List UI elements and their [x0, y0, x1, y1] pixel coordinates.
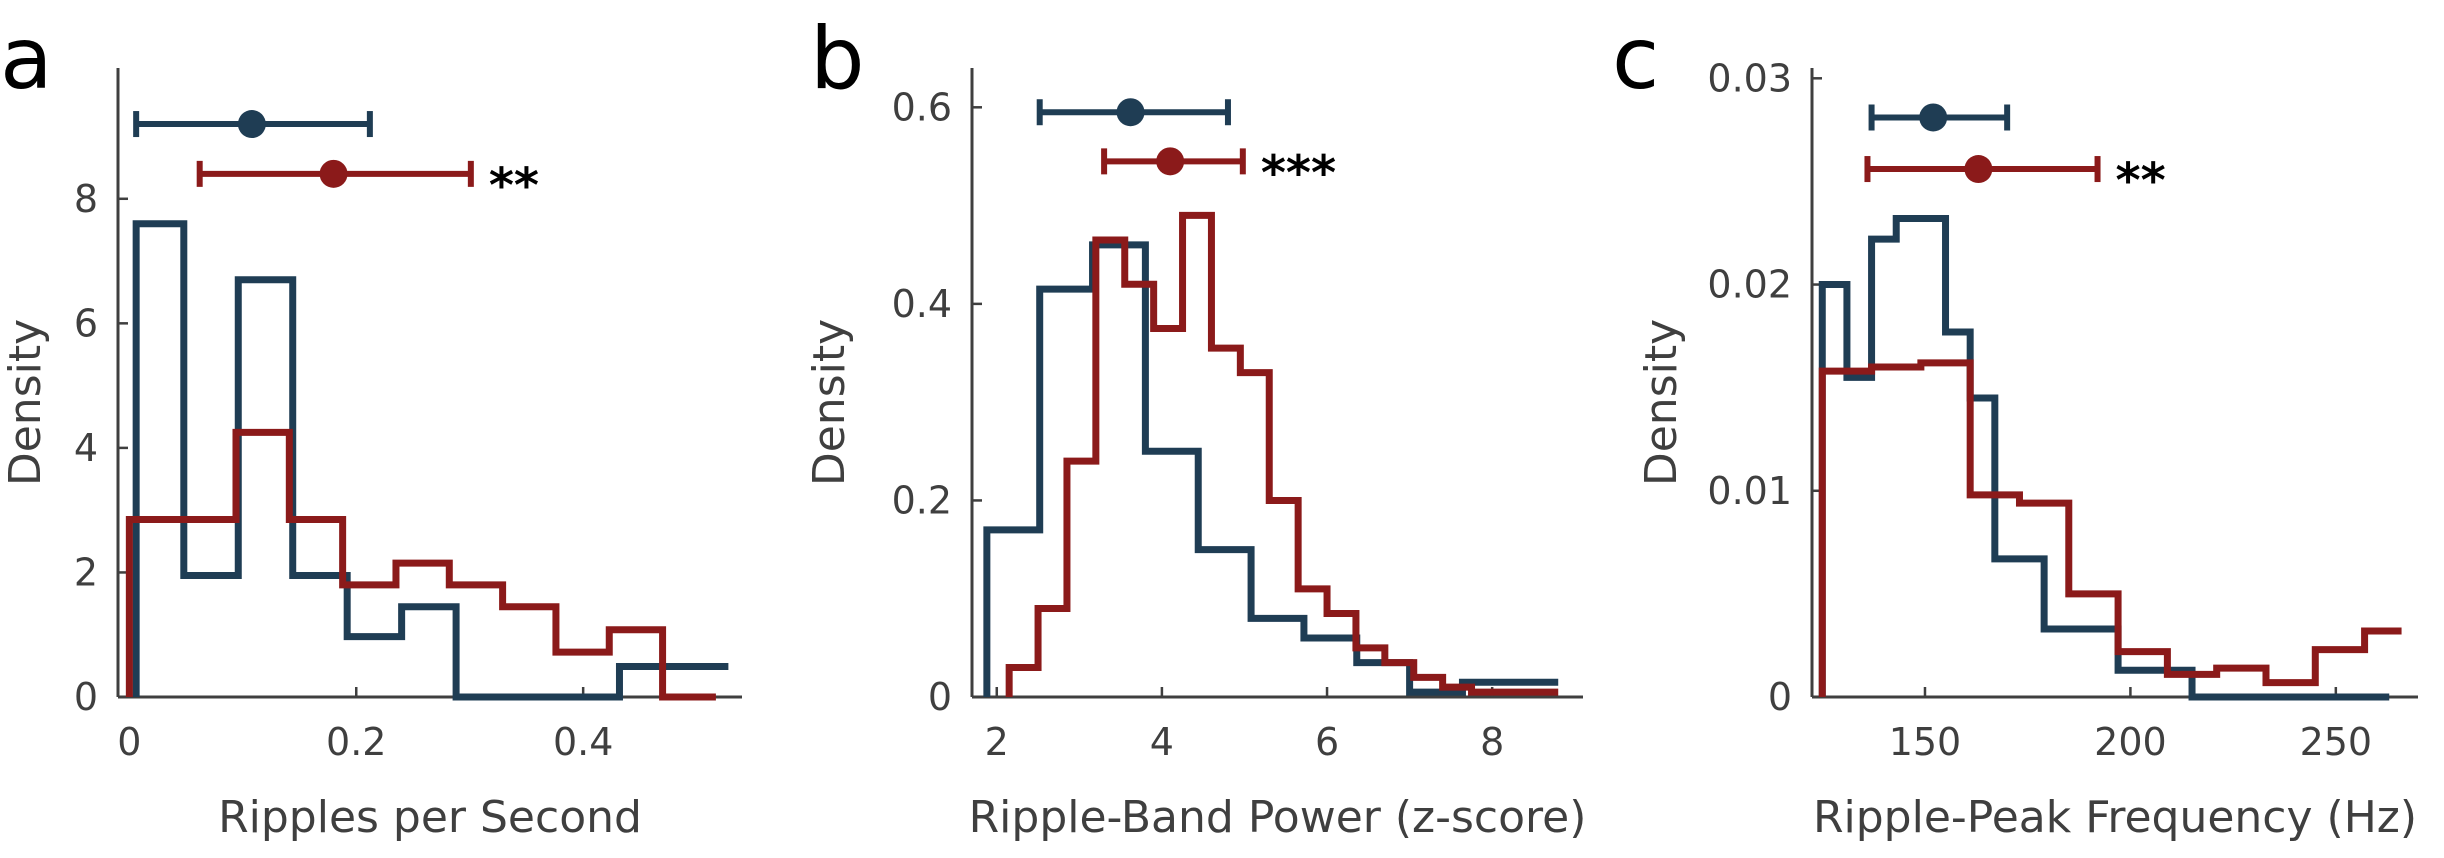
x-tick-label: 8	[1480, 720, 1504, 764]
panel-c: 0 0.01 0.02 0.03 150 200 250 ** Ripple-Peak Freq…	[1612, 9, 2418, 843]
panel-b: 0 0.2 0.4 0.6 2 4 6 8 *** Ripple-Band Power (z-sc…	[804, 9, 1586, 843]
y-tick-label: 0.6	[892, 85, 952, 129]
x-axis-label: Ripple-Band Power (z-score)	[969, 792, 1587, 843]
errorbar-mean-dot	[1919, 103, 1948, 132]
y-tick-label: 6	[74, 301, 98, 345]
y-tick-label: 0	[928, 675, 952, 719]
x-tick-label: 0.4	[553, 720, 613, 764]
histogram-condition	[1005, 211, 1559, 697]
x-tick-label: 6	[1315, 720, 1339, 764]
y-axis-label: Density	[804, 319, 855, 486]
x-tick-label: 2	[985, 720, 1009, 764]
errorbar-mean-dot	[1116, 98, 1145, 127]
y-tick-label: 2	[74, 550, 98, 594]
x-axis-label: Ripple-Peak Frequency (Hz)	[1813, 792, 2417, 843]
x-tick-label: 4	[1150, 720, 1174, 764]
errorbar-control	[1868, 103, 2011, 132]
errorbar-condition	[1864, 155, 2101, 184]
x-axis-label: Ripples per Second	[218, 792, 642, 843]
y-tick-label: 4	[74, 426, 98, 470]
y-tick-label: 0.2	[892, 478, 952, 522]
y-tick-label: 0	[74, 675, 98, 719]
x-tick-label: 150	[1889, 720, 1962, 764]
panel-letter: a	[0, 9, 53, 109]
errorbar-condition	[196, 159, 474, 188]
x-tick-label: 0.2	[326, 720, 386, 764]
errorbar-mean-dot	[319, 159, 348, 188]
x-tick-label: 0	[117, 720, 141, 764]
errorbar-control	[133, 110, 373, 139]
histogram-condition	[125, 428, 716, 701]
errorbar-mean-dot	[1156, 147, 1185, 176]
histogram-control	[132, 220, 729, 701]
errorbar-condition	[1101, 147, 1246, 176]
histogram-condition	[1818, 359, 2402, 697]
errorbar-mean-dot	[237, 110, 266, 139]
x-tick-label: 250	[2300, 720, 2373, 764]
significance-label: ***	[1261, 145, 1336, 201]
panel-letter: b	[810, 9, 865, 109]
y-tick-label: 0.02	[1707, 263, 1792, 307]
errorbar-mean-dot	[1964, 155, 1993, 184]
significance-label: **	[489, 158, 539, 214]
errorbar-control	[1036, 98, 1231, 127]
histogram-control	[1818, 215, 2390, 701]
x-tick-label: 200	[2094, 720, 2167, 764]
y-tick-label: 0.01	[1707, 469, 1792, 513]
histogram-control	[983, 241, 1559, 697]
y-tick-label: 0.03	[1707, 56, 1792, 100]
y-axis-label: Density	[0, 319, 51, 486]
y-axis-label: Density	[1636, 319, 1687, 486]
panel-a: 0 2 4 6 8 0 0.2 0.4 ** Ripples per Second Density a	[0, 9, 742, 843]
y-tick-label: 0	[1768, 675, 1792, 719]
y-tick-label: 0.4	[892, 282, 952, 326]
significance-label: **	[2116, 153, 2166, 209]
panel-letter: c	[1612, 9, 1659, 109]
y-tick-label: 8	[74, 177, 98, 221]
